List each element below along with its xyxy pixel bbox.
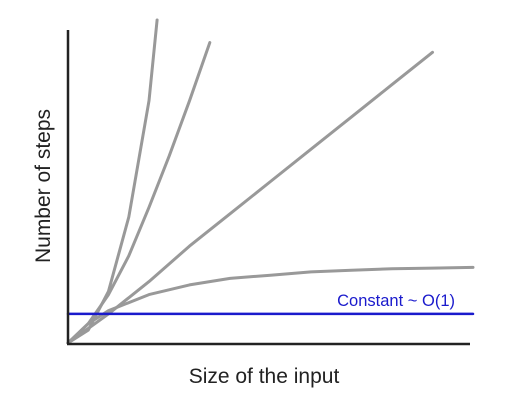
series-line-2 xyxy=(66,41,212,345)
series-layer xyxy=(66,18,475,345)
label-layer: Constant ~ O(1) xyxy=(337,292,455,310)
x-axis-label: Size of the input xyxy=(189,365,340,388)
series-line-1 xyxy=(66,18,159,345)
y-axis-label: Number of steps xyxy=(32,109,55,263)
series-line-3 xyxy=(66,50,434,345)
series-label-5: Constant ~ O(1) xyxy=(337,292,455,310)
